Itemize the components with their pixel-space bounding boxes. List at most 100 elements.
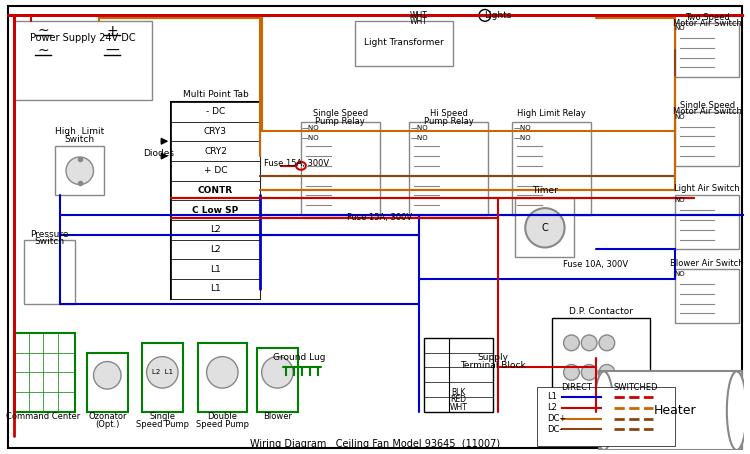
Text: Heater: Heater [653, 404, 696, 417]
Text: CRY3: CRY3 [204, 127, 227, 136]
FancyBboxPatch shape [198, 343, 247, 412]
Text: WHT: WHT [410, 11, 428, 20]
Text: ~: ~ [38, 24, 50, 38]
Text: —NO: —NO [514, 125, 531, 132]
Text: High  Limit: High Limit [55, 127, 104, 136]
Circle shape [525, 208, 565, 247]
Ellipse shape [727, 371, 746, 450]
Text: + DC: + DC [204, 166, 227, 175]
Text: Speed Pump: Speed Pump [196, 420, 249, 429]
Text: Ozonator: Ozonator [88, 412, 127, 421]
Text: DC+: DC+ [547, 414, 566, 423]
Text: Timer: Timer [532, 186, 558, 195]
Text: (Opt.): (Opt.) [95, 420, 119, 429]
Text: Fuse 10A, 300V: Fuse 10A, 300V [563, 260, 628, 269]
Text: Switch: Switch [34, 237, 64, 246]
Text: NO: NO [674, 271, 685, 277]
Bar [537, 387, 675, 446]
Text: +: + [106, 24, 118, 38]
FancyBboxPatch shape [171, 102, 260, 299]
Text: L2: L2 [210, 225, 220, 234]
Bar [171, 220, 260, 240]
Text: Switch: Switch [64, 135, 94, 144]
Text: BLK: BLK [452, 388, 466, 396]
Bar [171, 102, 260, 122]
Text: Single Speed: Single Speed [313, 109, 368, 118]
Text: Motor Air Switch: Motor Air Switch [673, 19, 742, 28]
Text: CRY2: CRY2 [204, 147, 227, 156]
Text: C Low SP: C Low SP [192, 206, 238, 215]
Circle shape [599, 365, 615, 380]
Text: Two Speed: Two Speed [685, 13, 730, 22]
Text: Fuse 15A, 300V: Fuse 15A, 300V [263, 159, 328, 168]
FancyBboxPatch shape [142, 343, 183, 412]
Text: SWITCHED: SWITCHED [614, 383, 658, 392]
Bar [599, 371, 742, 450]
Text: - DC: - DC [206, 107, 225, 116]
Text: Diodes: Diodes [143, 148, 174, 158]
Text: NO: NO [674, 114, 685, 120]
Text: WHT: WHT [449, 403, 467, 412]
Circle shape [479, 10, 490, 21]
Ellipse shape [594, 371, 613, 450]
Bar [171, 200, 260, 220]
FancyBboxPatch shape [24, 240, 75, 304]
Text: Light Transformer: Light Transformer [364, 39, 444, 47]
FancyBboxPatch shape [515, 198, 574, 257]
Text: NO: NO [674, 197, 685, 203]
Text: CONTR: CONTR [198, 186, 233, 195]
Text: Fuse 15A, 300V: Fuse 15A, 300V [347, 213, 412, 222]
Text: —: — [105, 44, 119, 58]
Text: Double: Double [207, 412, 237, 421]
Circle shape [66, 157, 94, 184]
Bar [171, 259, 260, 279]
Text: Light Air Switch: Light Air Switch [674, 184, 740, 193]
Circle shape [563, 335, 579, 351]
Text: Blower: Blower [263, 412, 292, 421]
FancyBboxPatch shape [512, 122, 591, 215]
Text: L2: L2 [547, 403, 556, 412]
Text: Blower Air Switch: Blower Air Switch [670, 259, 744, 268]
Text: RED: RED [450, 395, 466, 405]
Text: —NO: —NO [302, 125, 320, 132]
Circle shape [262, 357, 293, 388]
Text: Pressure: Pressure [30, 230, 68, 239]
Text: Single Speed: Single Speed [680, 101, 735, 110]
Text: Lights: Lights [484, 11, 512, 20]
Text: —NO: —NO [302, 135, 320, 141]
FancyBboxPatch shape [355, 21, 454, 65]
Bar [171, 122, 260, 141]
Text: DIRECT: DIRECT [562, 383, 592, 392]
Text: D.P. Contactor: D.P. Contactor [569, 307, 633, 316]
Circle shape [563, 365, 579, 380]
Text: Pump Relay: Pump Relay [316, 117, 365, 126]
FancyBboxPatch shape [13, 333, 75, 412]
FancyBboxPatch shape [675, 112, 739, 166]
Text: DC-: DC- [547, 425, 562, 434]
FancyBboxPatch shape [56, 146, 104, 195]
Text: Terminal Block: Terminal Block [460, 361, 526, 370]
Circle shape [581, 365, 597, 380]
Text: Multi Point Tab: Multi Point Tab [182, 89, 248, 99]
Bar [171, 141, 260, 161]
Text: L2  L1: L2 L1 [152, 370, 173, 375]
Text: WHT: WHT [410, 17, 428, 26]
Bar [171, 240, 260, 259]
Text: Speed Pump: Speed Pump [136, 420, 189, 429]
Text: Motor Air Switch: Motor Air Switch [673, 107, 742, 116]
FancyBboxPatch shape [410, 122, 488, 215]
FancyBboxPatch shape [256, 348, 298, 412]
FancyBboxPatch shape [13, 21, 152, 100]
Text: Pump Relay: Pump Relay [424, 117, 473, 126]
Text: Single: Single [149, 412, 176, 421]
Text: Supply: Supply [477, 353, 508, 362]
Bar [171, 181, 260, 200]
Text: L1: L1 [210, 265, 220, 274]
Text: L2: L2 [210, 245, 220, 254]
Text: Power Supply 24V DC: Power Supply 24V DC [30, 33, 136, 43]
Bar [171, 161, 260, 181]
FancyBboxPatch shape [552, 318, 650, 407]
Circle shape [94, 361, 121, 389]
FancyBboxPatch shape [675, 269, 739, 323]
Text: Ground Lug: Ground Lug [273, 353, 326, 362]
